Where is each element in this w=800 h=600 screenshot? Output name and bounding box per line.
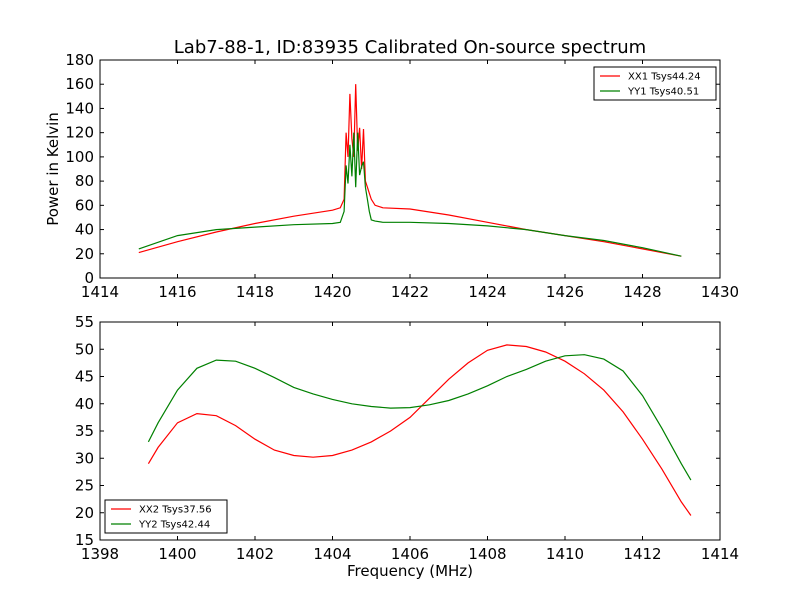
x-tick-label: 1428 <box>623 283 661 301</box>
x-axis-label-bottom: Frequency (MHz) <box>347 562 473 580</box>
y-tick-label: 35 <box>75 422 94 440</box>
legend-label: XX2 Tsys37.56 <box>139 505 212 516</box>
y-tick-label: 55 <box>75 313 94 331</box>
x-tick-label: 1412 <box>623 545 661 563</box>
y-tick-label: 80 <box>75 172 94 190</box>
series-line-2 <box>138 132 682 257</box>
x-tick-label: 1420 <box>313 283 351 301</box>
y-tick-label: 50 <box>75 340 94 358</box>
y-tick-label: 40 <box>75 395 94 413</box>
series-line-2 <box>147 354 692 481</box>
legend-label: YY2 Tsys42.44 <box>138 520 210 531</box>
legend: XX1 Tsys44.24 YY1 Tsys40.51 <box>593 66 717 101</box>
y-tick-label: 15 <box>75 531 94 549</box>
chart-title: Lab7-88-1, ID:83935 Calibrated On-source… <box>174 37 646 58</box>
x-tick-label: 1422 <box>391 283 429 301</box>
y-tick-label: 20 <box>75 245 94 263</box>
top-plot: 1414 1416 1418 1420 1422 1424 1426 1428 1430 0 20 4… <box>65 51 739 301</box>
x-tick-label: 1402 <box>236 545 274 563</box>
legend: XX2 Tsys37.56 YY2 Tsys42.44 <box>104 499 228 534</box>
legend-box <box>593 66 717 101</box>
legend-box <box>104 499 228 534</box>
y-tick-label: 160 <box>65 75 94 93</box>
y-tick-label: 140 <box>65 99 94 117</box>
y-tick-label: 30 <box>75 449 94 467</box>
bottom-plot: 1398 1400 1402 1404 1406 1408 1410 1412 1414 15 20… <box>75 313 739 563</box>
y-tick-label: 120 <box>65 124 94 142</box>
x-tick-label: 1414 <box>701 545 739 563</box>
x-tick-label: 1426 <box>546 283 584 301</box>
y-axis-label-top: Power in Kelvin <box>44 112 62 226</box>
x-tick-label: 1414 <box>81 283 119 301</box>
x-tick-label: 1398 <box>81 545 119 563</box>
y-tick-label: 180 <box>65 51 94 69</box>
y-tick-label: 20 <box>75 504 94 522</box>
x-tick-label: 1424 <box>468 283 506 301</box>
legend-label: YY1 Tsys40.51 <box>627 87 699 98</box>
x-tick-label: 1430 <box>701 283 739 301</box>
y-tick-label: 25 <box>75 477 94 495</box>
x-tick-label: 1400 <box>158 545 196 563</box>
x-tick-label: 1408 <box>468 545 506 563</box>
x-tick-label: 1410 <box>546 545 584 563</box>
legend-label: XX1 Tsys44.24 <box>628 72 701 83</box>
series-line-1 <box>138 84 682 257</box>
y-tick-label: 100 <box>65 148 94 166</box>
y-tick-label: 40 <box>75 221 94 239</box>
y-tick-label: 0 <box>84 269 94 287</box>
x-tick-label: 1404 <box>313 545 351 563</box>
x-tick-label: 1406 <box>391 545 429 563</box>
y-tick-label: 45 <box>75 368 94 386</box>
x-tick-label: 1418 <box>236 283 274 301</box>
series-line-1 <box>147 344 692 516</box>
y-tick-label: 60 <box>75 196 94 214</box>
x-tick-label: 1416 <box>158 283 196 301</box>
